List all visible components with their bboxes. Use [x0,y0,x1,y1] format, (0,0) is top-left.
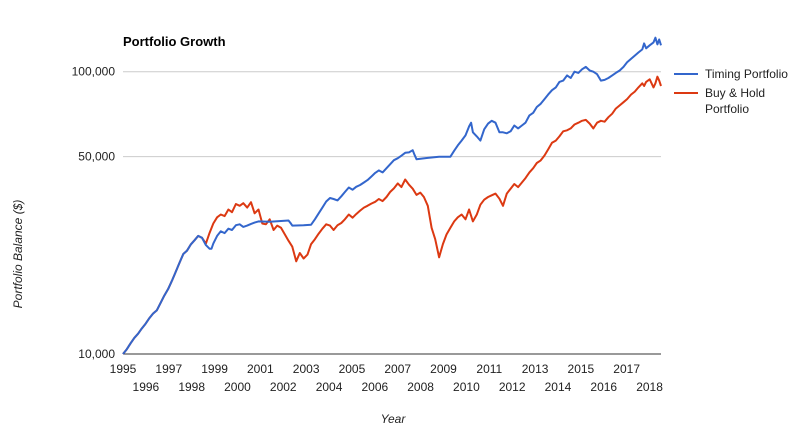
legend-label-timing-portfolio: Timing Portfolio [705,67,788,81]
x-tick-label: 2017 [613,362,640,376]
x-tick-label: 2010 [453,380,480,394]
series-layer [122,36,662,355]
x-tick-label: 2005 [339,362,366,376]
x-tick-label: 2003 [293,362,320,376]
x-tick-label: 1998 [178,380,205,394]
legend-label-buy-hold-portfolio: Buy & Hold Portfolio [705,86,765,116]
x-tick-label: 1996 [133,380,160,394]
x-tick-label: 1997 [155,362,182,376]
x-axis-title: Year [381,412,407,426]
grid-layer [123,71,661,355]
y-axis-title: Portfolio Balance ($) [11,200,25,309]
x-tick-label: 2002 [270,380,297,394]
y-tick-label: 100,000 [72,65,116,79]
x-tick-label: 2018 [636,380,663,394]
x-tick-label: 2009 [430,362,457,376]
x-tick-label: 2008 [407,380,434,394]
series-line-timing-portfolio [122,36,662,355]
x-tick-label: 2000 [224,380,251,394]
x-tick-label: 2001 [247,362,274,376]
chart-title: Portfolio Growth [123,34,226,49]
x-tick-label: 1995 [110,362,137,376]
y-tick-layer: 10,000 50,000 100,000 [72,65,116,361]
x-tick-label: 2015 [568,362,595,376]
y-tick-label: 50,000 [78,150,115,164]
x-tick-label: 2014 [545,380,572,394]
x-tick-label: 1999 [201,362,228,376]
x-tick-label: 2013 [522,362,549,376]
series-line-buy-hold-portfolio [122,75,662,355]
x-tick-label: 2016 [590,380,617,394]
legend: Timing Portfolio Buy & Hold Portfolio [674,67,788,116]
y-tick-label: 10,000 [78,347,115,361]
x-tick-layer: 1995 1997 1999 2001 2003 2005 2007 2009 2011 2013… [110,362,664,394]
x-tick-label: 2012 [499,380,526,394]
x-tick-label: 2004 [316,380,343,394]
x-tick-label: 2011 [476,362,502,376]
x-tick-label: 2007 [384,362,411,376]
x-tick-label: 2006 [361,380,388,394]
